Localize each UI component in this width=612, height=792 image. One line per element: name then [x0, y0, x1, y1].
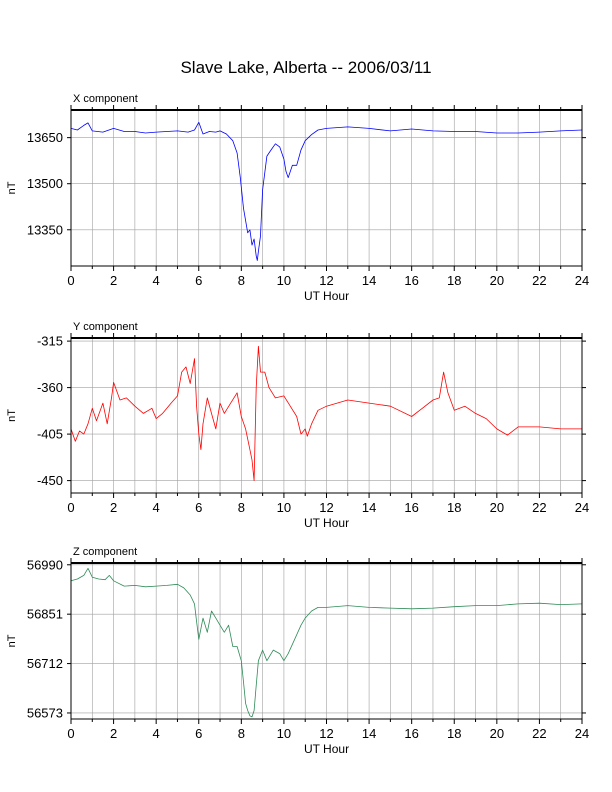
x-tick-label: 24	[575, 500, 589, 515]
x-tick-label: 2	[110, 726, 117, 741]
x-tick-label: 16	[404, 726, 418, 741]
y-tick-label: 56712	[27, 656, 63, 671]
y-tick-label: 56851	[27, 607, 63, 622]
x-tick-label: 22	[532, 726, 546, 741]
x-tick-label: 22	[532, 273, 546, 288]
x-tick-label: 8	[238, 500, 245, 515]
y-axis-label: nT	[6, 409, 18, 422]
x-tick-label: 6	[195, 726, 202, 741]
x-tick-label: 20	[490, 273, 504, 288]
x-tick-label: 10	[277, 500, 291, 515]
x-tick-label: 8	[238, 273, 245, 288]
y-tick-label: -405	[37, 427, 63, 442]
y-tick-label: -315	[37, 334, 63, 349]
series-line	[70, 121, 583, 261]
x-tick-label: 8	[238, 726, 245, 741]
x-tick-label: 18	[447, 726, 461, 741]
x-tick-label: 18	[447, 500, 461, 515]
x-tick-label: 6	[195, 500, 202, 515]
y-axis-label: nT	[6, 634, 18, 647]
x-tick-label: 12	[319, 726, 333, 741]
x-tick-label: 10	[277, 726, 291, 741]
x-tick-label: 2	[110, 500, 117, 515]
x-tick-label: 0	[67, 500, 74, 515]
x-axis-label: UT Hour	[304, 516, 349, 530]
x-tick-label: 4	[153, 273, 160, 288]
y-tick-label: -360	[37, 380, 63, 395]
x-tick-label: 16	[404, 500, 418, 515]
y-tick-label: 13350	[27, 222, 63, 237]
x-tick-label: 12	[319, 500, 333, 515]
x-tick-label: 20	[490, 726, 504, 741]
x-axis-label: UT Hour	[304, 289, 349, 303]
y-tick-label: 56573	[27, 705, 63, 720]
y-tick-label: -450	[37, 473, 63, 488]
x-tick-label: 24	[575, 726, 589, 741]
x-tick-label: 0	[67, 726, 74, 741]
y-tick-label: 56990	[27, 557, 63, 572]
x-tick-label: 18	[447, 273, 461, 288]
x-tick-label: 0	[67, 273, 74, 288]
panel-title: X component	[73, 93, 138, 105]
x-tick-label: 20	[490, 500, 504, 515]
series-line	[70, 345, 582, 482]
y-tick-label: 13500	[27, 176, 63, 191]
x-tick-label: 10	[277, 273, 291, 288]
x-tick-label: 2	[110, 273, 117, 288]
x-tick-label: 14	[362, 273, 376, 288]
y-axis-label: nT	[6, 181, 18, 194]
x-tick-label: 14	[362, 500, 376, 515]
x-tick-label: 4	[153, 726, 160, 741]
x-tick-label: 22	[532, 500, 546, 515]
x-tick-label: 24	[575, 273, 589, 288]
x-tick-label: 4	[153, 500, 160, 515]
x-axis-label: UT Hour	[304, 742, 349, 756]
x-tick-label: 12	[319, 273, 333, 288]
x-tick-label: 16	[404, 273, 418, 288]
x-tick-label: 14	[362, 726, 376, 741]
panel-title: Y component	[73, 321, 138, 333]
page-title: Slave Lake, Alberta -- 2006/03/11	[180, 58, 432, 77]
x-tick-label: 6	[195, 273, 202, 288]
y-tick-label: 13650	[27, 130, 63, 145]
panel-title: Z component	[73, 546, 137, 558]
series-line	[70, 567, 583, 718]
